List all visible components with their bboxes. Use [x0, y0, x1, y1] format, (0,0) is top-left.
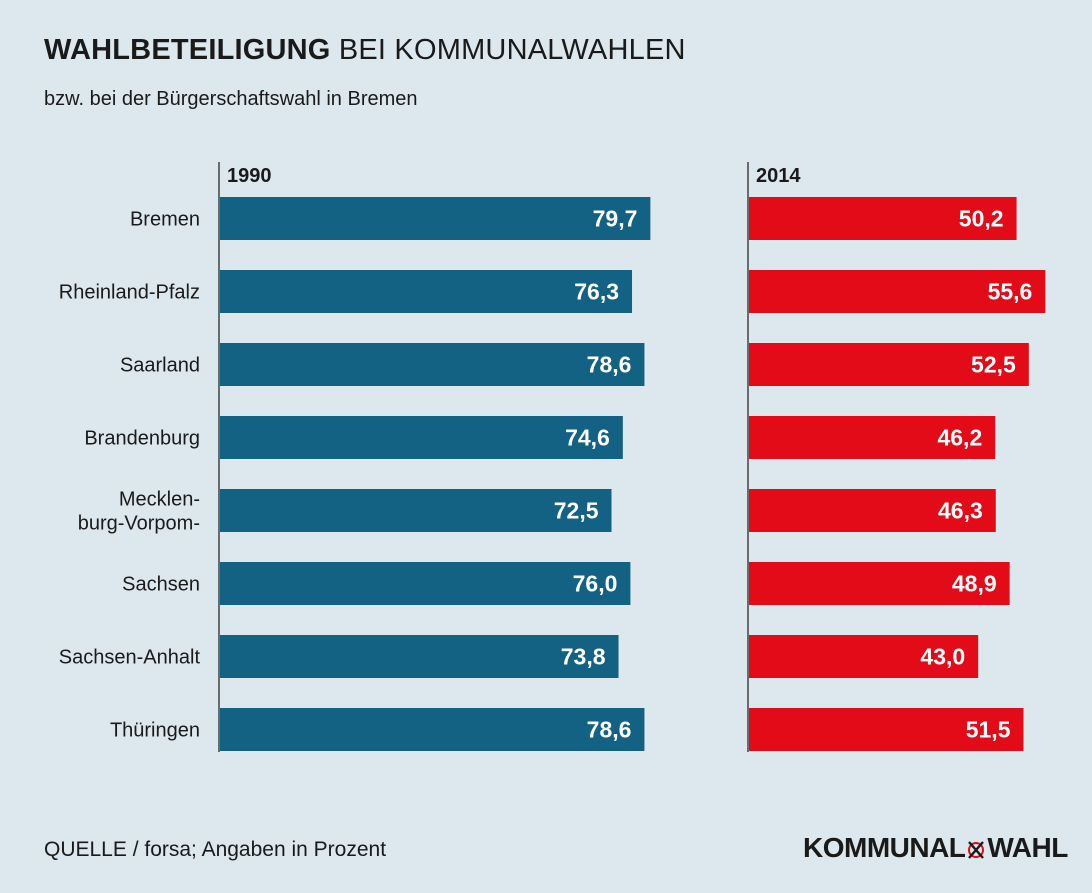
bar-1990	[220, 635, 619, 678]
category-label: Sachsen	[122, 574, 200, 596]
logo-text-left: KOMMUNAL	[803, 832, 966, 863]
bar-1990	[220, 416, 623, 459]
category-label: Sachsen-Anhalt	[59, 647, 201, 669]
logo-text-right: WAHL	[987, 832, 1068, 863]
value-label-2014: 52,5	[971, 352, 1016, 378]
bar-2014	[749, 708, 1024, 751]
category-label: Bremen	[130, 209, 200, 231]
bar-1990	[220, 270, 633, 313]
category-label: Brandenburg	[84, 428, 200, 450]
ballot-cross-icon	[968, 841, 985, 859]
bar-1990	[220, 489, 612, 532]
bar-2014	[749, 635, 979, 678]
source-note: QUELLE / forsa; Angaben in Prozent	[44, 838, 387, 861]
series-header-2014: 2014	[756, 165, 801, 187]
kommunalwahl-logo: KOMMUNAL WAHL	[803, 832, 1068, 864]
chart-title: WAHLBETEILIGUNG BEI KOMMUNALWAHLEN	[44, 34, 686, 67]
value-label-2014: 43,0	[920, 644, 965, 670]
bar-2014	[749, 197, 1017, 240]
value-label-1990: 76,3	[574, 279, 619, 305]
chart-title-bold: WAHLBETEILIGUNG	[44, 34, 331, 66]
value-label-2014: 48,9	[952, 571, 997, 597]
bar-2014	[749, 489, 996, 532]
value-label-1990: 73,8	[561, 644, 606, 670]
category-label: Thüringen	[110, 720, 200, 742]
category-label: Rheinland-Pfalz	[59, 282, 200, 304]
category-label: Mecklen-burg-Vorpom-	[78, 489, 200, 535]
series-header-1990: 1990	[227, 165, 272, 187]
bar-2014	[749, 343, 1029, 386]
bar-2014	[749, 416, 996, 459]
bar-1990	[220, 343, 645, 386]
chart-subtitle: bzw. bei der Bürgerschaftswahl in Bremen	[44, 88, 418, 110]
value-label-2014: 46,3	[938, 498, 983, 524]
bar-1990	[220, 562, 631, 605]
value-label-1990: 79,7	[593, 206, 638, 232]
value-label-1990: 78,6	[587, 352, 632, 378]
chart-title-rest: BEI KOMMUNALWAHLEN	[338, 34, 686, 66]
value-label-2014: 46,2	[937, 425, 982, 451]
value-label-2014: 55,6	[988, 279, 1033, 305]
category-label: Saarland	[120, 355, 200, 377]
value-label-1990: 74,6	[565, 425, 610, 451]
bar-1990	[220, 708, 645, 751]
value-label-1990: 72,5	[554, 498, 599, 524]
value-label-1990: 78,6	[587, 717, 632, 743]
value-label-2014: 51,5	[966, 717, 1011, 743]
value-label-2014: 50,2	[959, 206, 1004, 232]
bar-2014	[749, 270, 1046, 313]
value-label-1990: 76,0	[573, 571, 618, 597]
bar-1990	[220, 197, 651, 240]
bar-2014	[749, 562, 1010, 605]
